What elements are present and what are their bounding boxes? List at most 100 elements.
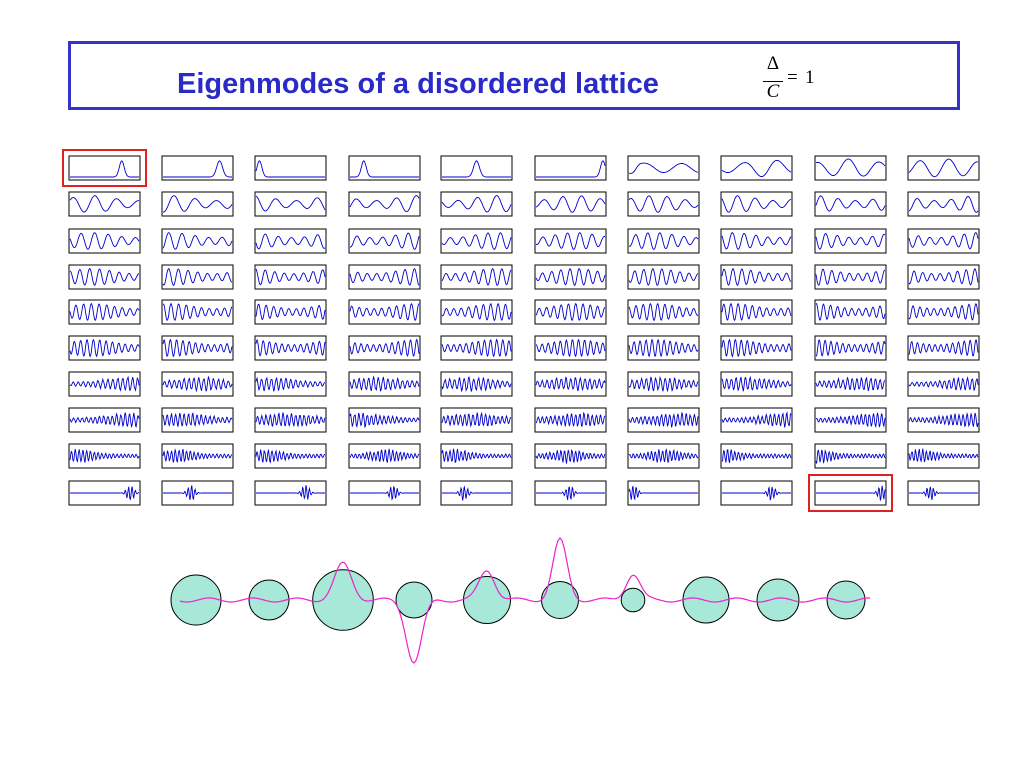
mode-plot — [440, 371, 513, 397]
mode-plot — [161, 407, 234, 433]
mode-waveform — [908, 232, 979, 250]
mode-waveform — [628, 411, 699, 428]
mode-plot — [348, 407, 421, 433]
mode-plot-frame — [254, 264, 327, 290]
formula-value: 1 — [805, 67, 815, 88]
mode-plot — [440, 191, 513, 217]
mode-plot — [534, 335, 607, 361]
mode-plot — [161, 371, 234, 397]
formula-equals: = — [787, 67, 798, 88]
mode-waveform — [909, 486, 978, 500]
mode-plot — [534, 443, 607, 469]
mode-plot — [720, 228, 793, 254]
mode-waveform — [908, 412, 979, 428]
mode-waveform — [721, 411, 792, 428]
mode-waveform — [628, 448, 699, 463]
mode-plot-frame — [534, 155, 607, 181]
mode-plot-frame — [627, 299, 700, 325]
mode-waveform — [908, 158, 979, 178]
mode-waveform — [721, 375, 792, 392]
mode-waveform — [536, 486, 605, 500]
mode-waveform — [349, 338, 420, 357]
mode-plot — [627, 299, 700, 325]
mode-waveform — [442, 160, 511, 178]
mode-plot — [627, 155, 700, 181]
mode-plot — [440, 407, 513, 433]
mode-waveform — [255, 268, 326, 286]
mode-waveform — [162, 195, 233, 213]
mode-waveform — [255, 160, 325, 178]
mode-waveform — [908, 339, 979, 357]
mode-plot — [68, 371, 141, 397]
lattice-site — [756, 578, 800, 622]
mode-plot — [534, 191, 607, 217]
mode-waveform — [441, 267, 512, 287]
mode-plot — [68, 407, 141, 433]
lattice-site — [248, 579, 290, 621]
mode-waveform — [442, 485, 511, 501]
mode-plot — [161, 264, 234, 290]
mode-waveform — [70, 160, 139, 178]
mode-waveform — [162, 448, 233, 463]
mode-plot — [720, 443, 793, 469]
mode-waveform — [162, 412, 233, 427]
mode-plot — [348, 264, 421, 290]
mode-plot — [907, 191, 980, 217]
mode-waveform — [441, 195, 512, 213]
mode-waveform — [908, 196, 979, 213]
lattice-site — [826, 580, 866, 620]
eigenmode-wave — [179, 537, 870, 664]
mode-waveform — [162, 267, 233, 286]
highlight-box — [808, 474, 893, 512]
mode-plot — [534, 371, 607, 397]
mode-waveform — [256, 485, 325, 500]
mode-plot — [627, 264, 700, 290]
mode-waveform — [255, 233, 326, 250]
mode-waveform — [628, 162, 699, 174]
mode-plot — [814, 443, 887, 469]
mode-plot — [814, 335, 887, 361]
mode-waveform — [535, 448, 606, 464]
mode-plot-frame — [68, 264, 141, 290]
mode-plot — [534, 480, 607, 506]
mode-waveform — [721, 195, 792, 213]
mode-plot — [68, 335, 141, 361]
mode-plot — [907, 264, 980, 290]
mode-plot — [440, 335, 513, 361]
mode-plot-frame — [534, 191, 607, 217]
mode-waveform — [255, 195, 326, 212]
mode-plot-frame — [534, 407, 607, 433]
mode-plot — [348, 443, 421, 469]
mode-waveform — [535, 195, 606, 213]
mode-waveform — [722, 486, 791, 501]
mode-plot-frame — [161, 155, 234, 181]
mode-plot — [907, 480, 980, 506]
mode-waveform — [628, 268, 699, 286]
mode-plot — [907, 407, 980, 433]
mode-plot — [62, 149, 147, 187]
mode-waveform — [441, 338, 512, 358]
mode-plot — [814, 264, 887, 290]
mode-plot-frame — [720, 443, 793, 469]
mode-plot — [627, 443, 700, 469]
mode-plot — [627, 228, 700, 254]
mode-waveform — [721, 159, 792, 177]
page-title: Eigenmodes of a disordered lattice — [177, 68, 659, 100]
mode-waveform — [441, 448, 512, 464]
mode-plot-frame — [348, 264, 421, 290]
mode-plot — [348, 228, 421, 254]
mode-plot — [814, 155, 887, 181]
mode-plot-frame — [348, 191, 421, 217]
mode-plot-frame — [814, 264, 887, 290]
mode-plot-frame — [627, 335, 700, 361]
mode-plot-frame — [814, 191, 887, 217]
mode-waveform — [815, 195, 886, 212]
mode-waveform — [441, 411, 512, 428]
mode-plot — [814, 299, 887, 325]
lattice-site — [395, 581, 433, 619]
mode-plot — [907, 228, 980, 254]
highlight-box — [62, 149, 147, 187]
mode-plot — [348, 371, 421, 397]
mode-waveform — [628, 338, 699, 358]
mode-waveform — [535, 411, 606, 428]
